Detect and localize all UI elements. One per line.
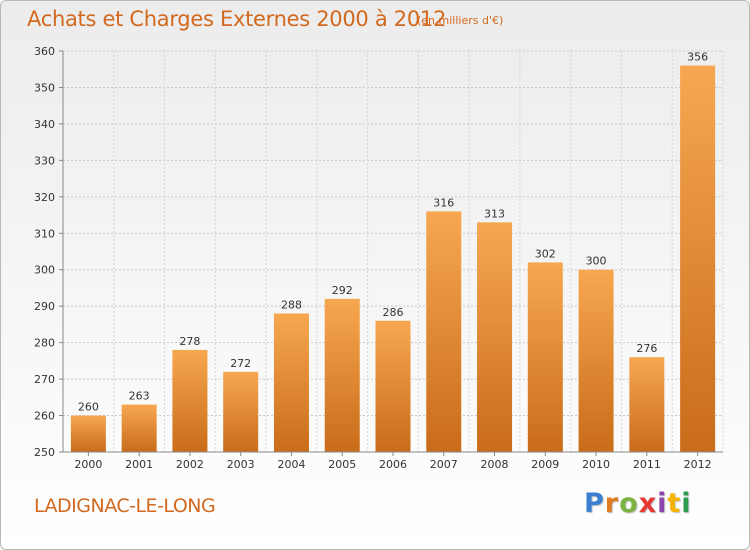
axes: [59, 50, 723, 456]
data-label-2007: 316: [433, 196, 454, 209]
bar-2003[interactable]: [223, 371, 259, 452]
proxiti-logo[interactable]: Proxiti: [584, 488, 692, 519]
x-tick-label-2009: 2009: [531, 458, 559, 471]
x-tick-label-2002: 2002: [176, 458, 204, 471]
bar-2001[interactable]: [121, 404, 157, 452]
bar-2002[interactable]: [172, 349, 208, 452]
logo-letter: i: [681, 488, 692, 519]
x-tick-label-2006: 2006: [379, 458, 407, 471]
data-label-2009: 302: [535, 247, 556, 260]
bar-2005[interactable]: [324, 298, 360, 452]
y-tick-label: 280: [34, 337, 55, 350]
bar-2010[interactable]: [578, 269, 614, 452]
y-tick-label: 360: [34, 45, 55, 58]
data-label-2003: 272: [230, 357, 251, 370]
data-label-2012: 356: [687, 51, 708, 64]
x-tick-label-2010: 2010: [582, 458, 610, 471]
y-tick-label: 330: [34, 154, 55, 167]
data-label-2005: 292: [332, 284, 353, 297]
x-tick-label-2012: 2012: [684, 458, 712, 471]
y-tick-label: 270: [34, 373, 55, 386]
x-tick-label-2003: 2003: [227, 458, 255, 471]
logo-letter: P: [584, 488, 605, 519]
x-tick-label-2001: 2001: [125, 458, 153, 471]
bar-2008[interactable]: [477, 222, 513, 452]
bar-2012[interactable]: [680, 65, 716, 452]
y-tick-label: 320: [34, 191, 55, 204]
y-tick-label: 340: [34, 118, 55, 131]
chart-unit: (en milliers d'€): [417, 14, 504, 27]
bars: [70, 65, 716, 452]
x-tick-label-2004: 2004: [277, 458, 305, 471]
bar-2007[interactable]: [426, 211, 462, 452]
logo-letter: t: [667, 488, 682, 519]
labels: 250 260 270 280 290 300 310 320 330 340 350 360 260 2…: [34, 45, 712, 471]
data-label-2004: 288: [281, 298, 302, 311]
bar-2006[interactable]: [375, 320, 411, 452]
data-label-2001: 263: [129, 390, 150, 403]
commune-name: LADIGNAC-LE-LONG: [34, 495, 216, 517]
logo-letter: r: [604, 488, 620, 519]
y-tick-label: 250: [34, 446, 55, 459]
data-label-2011: 276: [636, 342, 657, 355]
data-label-2006: 286: [383, 306, 404, 319]
chart-title: Achats et Charges Externes 2000 à 2012: [27, 7, 447, 31]
x-tick-label-2011: 2011: [633, 458, 661, 471]
logo-letter: o: [619, 488, 639, 519]
y-tick-label: 300: [34, 264, 55, 277]
y-tick-label: 290: [34, 300, 55, 313]
data-label-2002: 278: [179, 335, 200, 348]
y-tick-label: 260: [34, 410, 55, 423]
bar-2004[interactable]: [273, 313, 309, 452]
bar-2000[interactable]: [70, 415, 106, 452]
x-tick-label-2000: 2000: [74, 458, 102, 471]
x-tick-label-2008: 2008: [481, 458, 509, 471]
bar-2009[interactable]: [527, 262, 563, 452]
logo-letter: x: [638, 488, 658, 519]
x-tick-label-2007: 2007: [430, 458, 458, 471]
y-tick-label: 310: [34, 227, 55, 240]
data-label-2008: 313: [484, 207, 505, 220]
bar-2011[interactable]: [629, 357, 665, 452]
data-label-2000: 260: [78, 401, 99, 414]
x-tick-label-2005: 2005: [328, 458, 356, 471]
y-tick-label: 350: [34, 81, 55, 94]
logo-letter: i: [657, 488, 668, 519]
data-label-2010: 300: [586, 255, 607, 268]
